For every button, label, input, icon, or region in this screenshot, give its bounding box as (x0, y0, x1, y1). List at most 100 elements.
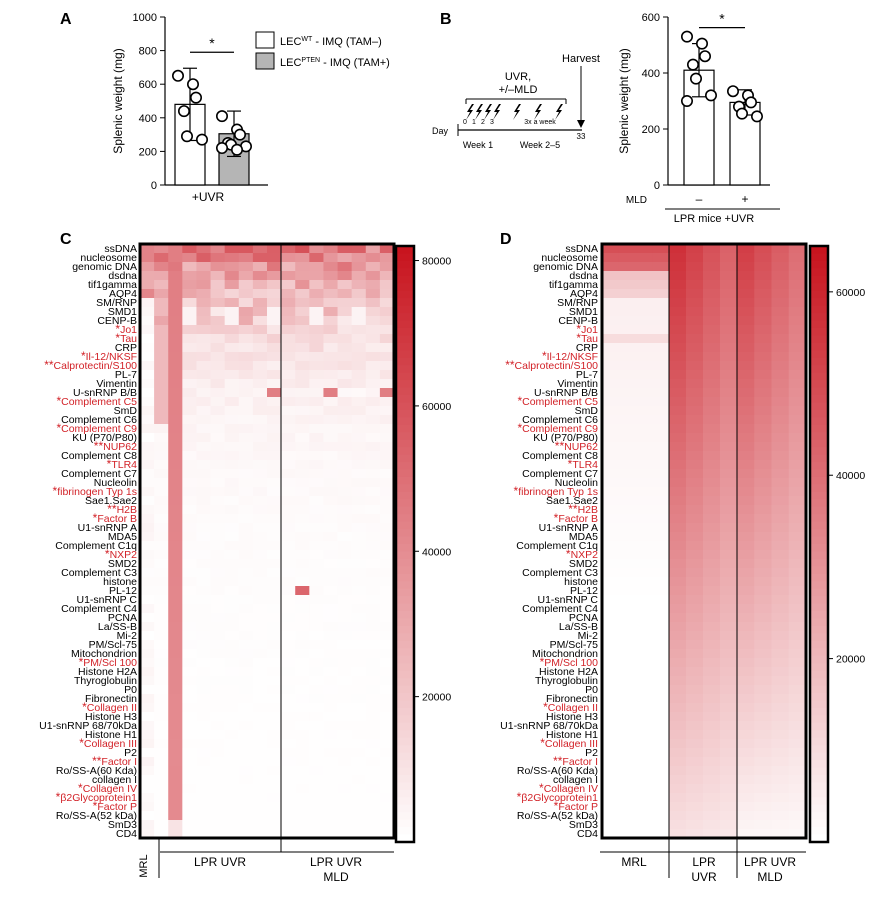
heatmap-cell (337, 289, 353, 299)
heatmap-cell (337, 487, 353, 497)
heatmap-cell (224, 649, 240, 659)
heatmap-cell (635, 460, 653, 470)
heatmap-cell (379, 595, 395, 605)
heatmap-cell (703, 424, 721, 434)
heatmap-cell (602, 613, 620, 623)
heatmap-cell (154, 514, 169, 524)
heatmap-cell (224, 262, 240, 272)
row-label: SmD (575, 405, 599, 417)
heatmap-cell (737, 676, 755, 686)
heatmap-cell (788, 730, 807, 740)
heatmap-cell (140, 568, 155, 578)
heatmap-cell (182, 316, 197, 326)
heatmap-cell (771, 721, 790, 731)
heatmap-cell (669, 622, 687, 632)
heatmap-cell (182, 802, 197, 812)
heatmap-cell (771, 586, 790, 596)
heatmap-cell (686, 307, 704, 317)
heatmap-cell (720, 649, 738, 659)
colorbar-segment (396, 611, 414, 619)
heatmap-cell (379, 532, 395, 542)
heatmap-cell (365, 298, 381, 308)
heatmap-cell (252, 271, 268, 281)
heatmap-cell (323, 541, 338, 551)
heatmap-cell (788, 775, 807, 785)
row-label: MDA5 (108, 531, 137, 543)
heatmap-cell (267, 433, 282, 443)
heatmap-cell (295, 694, 310, 704)
heatmap-cell (720, 703, 738, 713)
heatmap-cell (602, 604, 620, 614)
heatmap-cell (210, 748, 226, 758)
colorbar-segment (396, 439, 414, 448)
heatmap-cell (337, 298, 353, 308)
heatmap-cell (618, 739, 636, 749)
heatmap-cell (754, 550, 772, 560)
heatmap-cell (379, 667, 395, 677)
colorbar-segment (810, 506, 828, 515)
heatmap-cell (252, 703, 268, 713)
heatmap-cell (224, 703, 240, 713)
heatmap-cell (602, 325, 620, 335)
heatmap-cell (337, 649, 353, 659)
heatmap-cell (720, 424, 738, 434)
heatmap-cell (182, 514, 197, 524)
heatmap-cell (224, 658, 240, 668)
heatmap-cell (703, 532, 721, 542)
heatmap-cell (351, 613, 367, 623)
heatmap-cell (323, 730, 338, 740)
heatmap-cell (618, 325, 636, 335)
heatmap-cell (224, 496, 240, 506)
heatmap-cell (379, 514, 395, 524)
heatmap-cell (224, 685, 240, 695)
heatmap-cell (788, 514, 807, 524)
row-label: *Il-12/NKSF (81, 349, 137, 363)
heatmap-cell (295, 712, 310, 722)
heatmap-cell (196, 460, 211, 470)
heatmap-cell (309, 415, 324, 425)
svg-text:LPR UVR: LPR UVR (310, 855, 362, 869)
heatmap-cell (686, 379, 704, 389)
heatmap-cell (267, 451, 282, 461)
heatmap-cell (365, 253, 381, 263)
heatmap-cell (618, 667, 636, 677)
heatmap-cell (686, 622, 704, 632)
heatmap-cell (652, 631, 670, 641)
heatmap-cell (703, 541, 721, 551)
heatmap-cell (281, 568, 296, 578)
heatmap-cell (686, 478, 704, 488)
heatmap-cell (323, 523, 338, 533)
heatmap-cell (295, 613, 310, 623)
heatmap-cell (669, 784, 687, 794)
row-label: **H2B (107, 502, 137, 516)
heatmap-cell (224, 757, 240, 767)
heatmap-cell (196, 712, 211, 722)
heatmap-cell (323, 739, 338, 749)
colorbar-segment (396, 618, 414, 627)
heatmap-cell (652, 343, 670, 353)
heatmap-cell (365, 496, 381, 506)
heatmap-cell (154, 568, 169, 578)
heatmap-cell (140, 667, 155, 677)
heatmap-cell (309, 496, 324, 506)
colorbar-segment (810, 439, 828, 448)
heatmap-cell (351, 478, 367, 488)
heatmap-cell (788, 541, 807, 551)
heatmap-cell (196, 298, 211, 308)
heatmap-cell (309, 694, 324, 704)
heatmap-cell (379, 559, 395, 569)
heatmap-cell (635, 253, 653, 263)
heatmap-cell (295, 676, 310, 686)
heatmap-cell (224, 550, 240, 560)
heatmap-cell (182, 343, 197, 353)
heatmap-cell (267, 316, 282, 326)
heatmap-cell (351, 370, 367, 380)
svg-text:2: 2 (481, 119, 485, 126)
heatmap-cell (737, 343, 755, 353)
heatmap-cell (720, 613, 738, 623)
colorbar-segment (396, 409, 414, 418)
heatmap-cell (703, 379, 721, 389)
row-label: PM/Scl-75 (550, 639, 599, 651)
heatmap-cell (669, 685, 687, 695)
heatmap-cell (267, 361, 282, 371)
